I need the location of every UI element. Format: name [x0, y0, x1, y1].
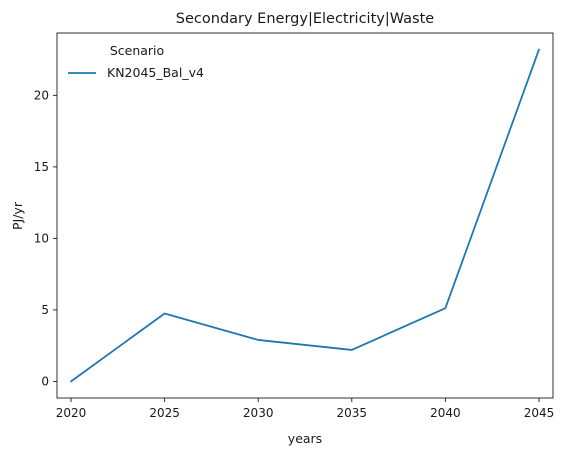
y-tick-label: 20	[34, 88, 49, 102]
x-tick-label: 2020	[56, 406, 87, 420]
x-tick-label: 2045	[524, 406, 555, 420]
y-tick-label: 15	[34, 160, 49, 174]
x-axis-ticks: 2020 2025 2030 2035 2040 2045	[56, 398, 554, 420]
x-tick-label: 2025	[149, 406, 180, 420]
y-tick-label: 10	[34, 231, 49, 245]
x-tick-label: 2030	[243, 406, 274, 420]
chart-title: Secondary Energy|Electricity|Waste	[176, 11, 434, 27]
x-tick-label: 2035	[337, 406, 368, 420]
legend-entry-kn2045-bal-v4: KN2045_Bal_v4	[107, 65, 204, 80]
series-layer	[70, 48, 540, 383]
plot-frame	[56, 32, 554, 399]
x-tick-label: 2040	[430, 406, 461, 420]
series-line-0	[70, 48, 540, 383]
legend: Scenario KN2045_Bal_v4	[68, 43, 204, 80]
x-axis-label: years	[288, 431, 322, 446]
y-tick-label: 5	[41, 303, 49, 317]
legend-title: Scenario	[110, 43, 164, 58]
y-axis-label: PJ/yr	[10, 201, 25, 230]
y-axis-ticks: 0 5 10 15 20	[34, 88, 57, 388]
plot-area-background	[57, 33, 553, 398]
y-tick-label: 0	[41, 374, 49, 388]
